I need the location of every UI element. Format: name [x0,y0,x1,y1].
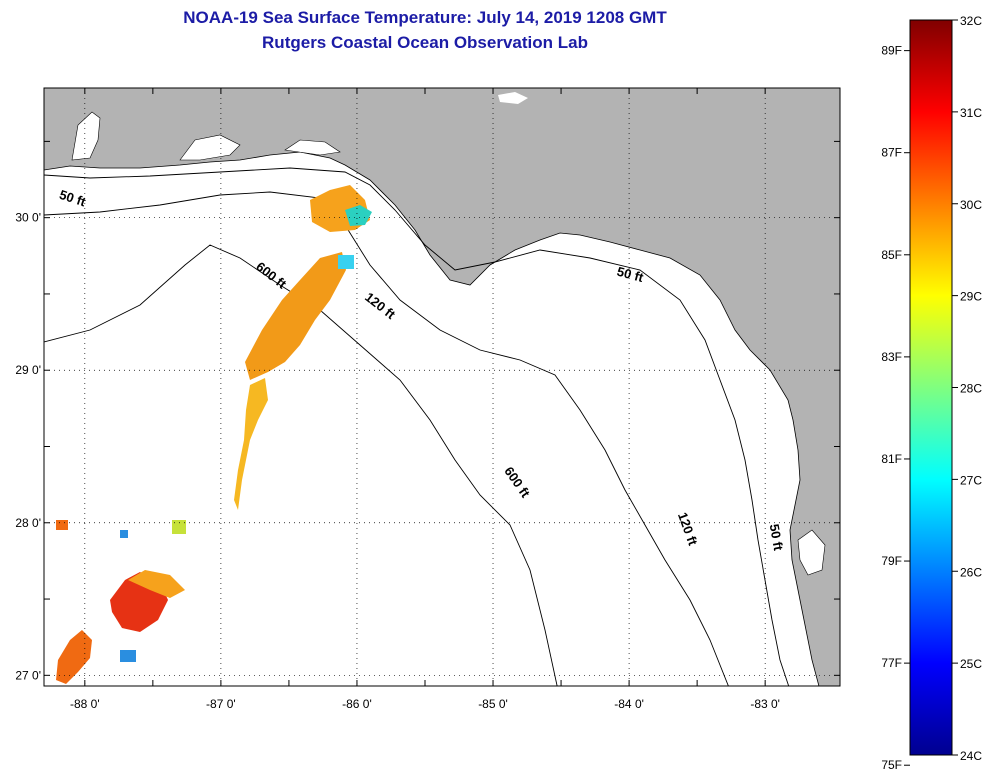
lat-tick-label: 29 0' [15,363,41,377]
sst-patch-k [120,650,136,662]
colorbar-labels: 32C 31C 30C 29C 28C 27C 26C 25C 24C 89F 87F 85F 83F 8… [881,14,982,770]
sst-patch-d [234,378,268,510]
colorbar-label-f: 87F [881,146,902,160]
colorbar-gradient [909,19,953,756]
sst-patch-b [345,205,372,226]
map-frame [43,87,841,687]
contour-label: 50 ft [767,523,787,553]
colorbar-label-f: 81F [881,452,902,466]
st-andrews-bay [284,139,341,156]
colorbar-label-f: 79F [881,554,902,568]
sst-patch-c [245,252,346,380]
map-subtitle: Rutgers Coastal Ocean Observation Lab [262,33,588,52]
sst-patches [56,185,372,684]
map-title: NOAA-19 Sea Surface Temperature: July 14… [183,8,667,27]
colorbar-label-c: 27C [960,473,982,487]
lon-tick-label: -87 0' [206,697,236,711]
lat-tick-label: 28 0' [15,516,41,530]
lon-tick-label: -86 0' [342,697,372,711]
sst-patch-i [172,520,186,534]
sst-patch-l [338,255,354,269]
colorbar-label-c: 29C [960,290,982,304]
colorbar-label-f: 75F [881,758,902,770]
land-florida [44,88,840,686]
lon-tick-label: -85 0' [478,697,508,711]
colorbar-label-f: 85F [881,248,902,262]
colorbar-label-c: 24C [960,749,982,763]
colorbar-label-f: 83F [881,350,902,364]
sst-patch-f [56,630,92,684]
lon-tick-label: -84 0' [614,697,644,711]
colorbar-label-c: 28C [960,382,982,396]
tampa-bay [797,529,826,576]
contour-50ft [44,167,790,686]
colorbar-label-f: 89F [881,44,902,58]
lat-tick-label: 30 0' [15,211,41,225]
contour-600ft [44,244,558,686]
sst-patch-g [128,570,185,598]
colorbar-label-c: 26C [960,565,982,579]
colorbar-label-c: 31C [960,106,982,120]
choctawhatchee-bay [179,134,241,161]
colorbar-label-c: 32C [960,14,982,28]
lon-tick-label: -88 0' [70,697,100,711]
colorbar-label-c: 30C [960,198,982,212]
contour-label: 50 ft [615,264,645,286]
lake-fragment [498,92,528,104]
sst-patch-j [120,530,128,538]
colorbar-label-c: 25C [960,657,982,671]
sst-patch-h [56,520,68,530]
pensacola-bay [71,111,101,161]
axis-ticks: -88 0' -87 0' -86 0' -85 0' -84 0' -83 0' 27 0… [15,88,840,711]
lat-tick-label: 27 0' [15,668,41,682]
colorbar-label-f: 77F [881,656,902,670]
lon-tick-label: -83 0' [750,697,780,711]
contour-120ft [44,191,729,686]
